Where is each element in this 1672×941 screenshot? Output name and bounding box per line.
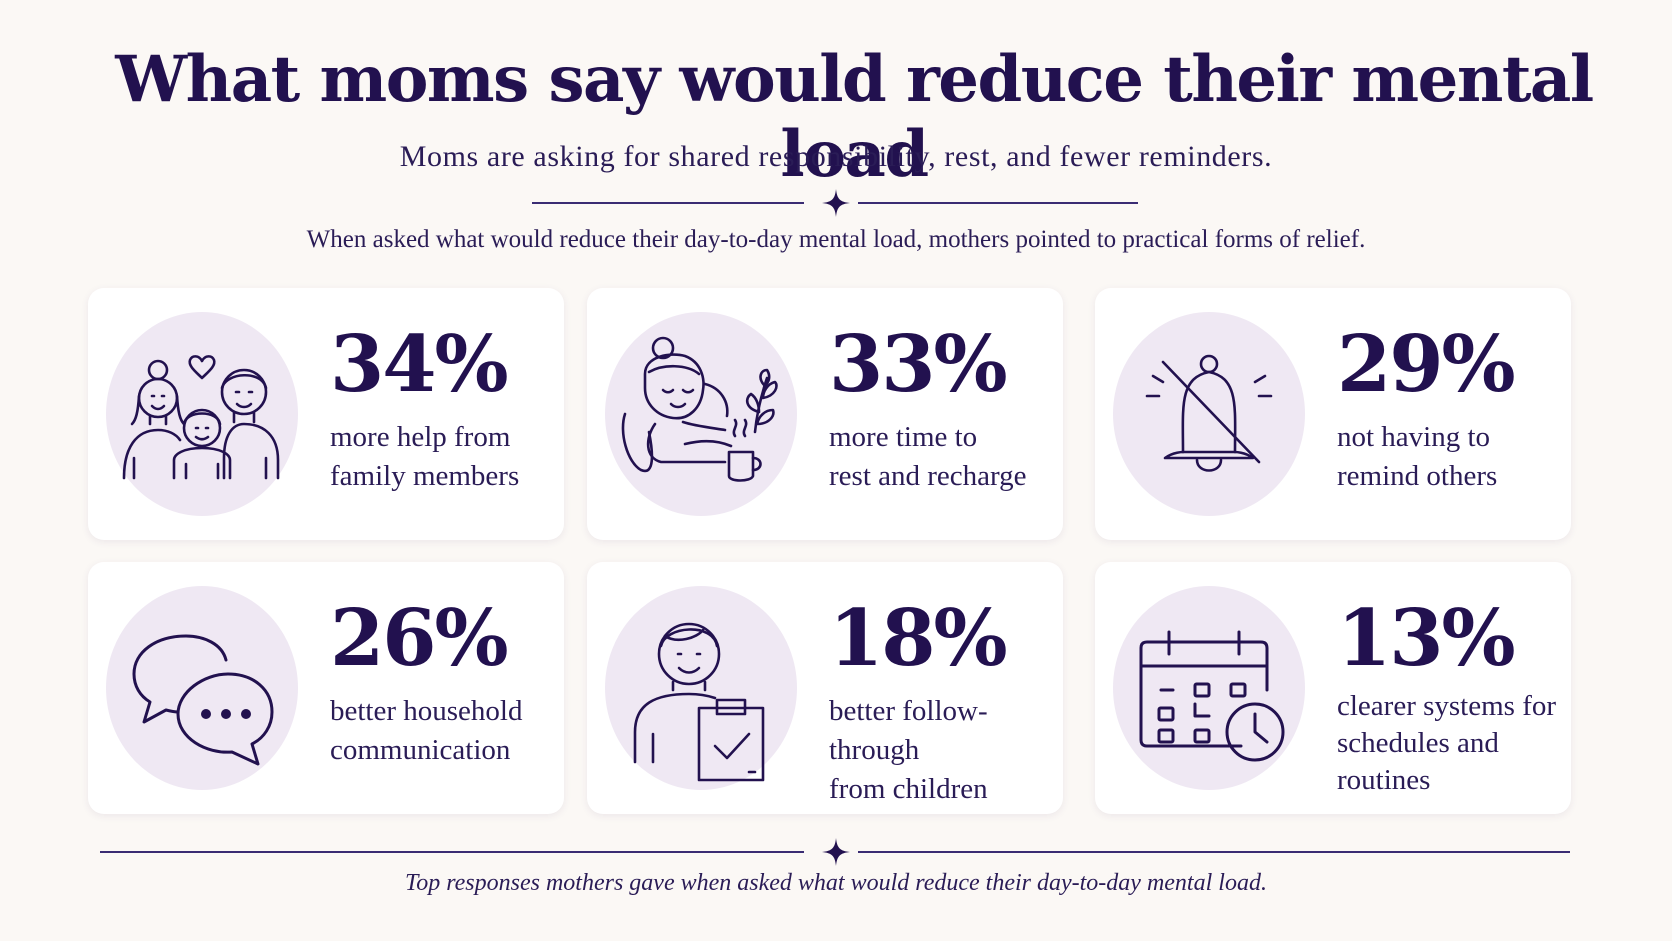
stat-label: clearer systems for schedules and routin… xyxy=(1337,690,1557,796)
stat-card-follow-through: 18% better follow-through from children xyxy=(587,562,1063,814)
stat-percent: 26% xyxy=(330,593,509,684)
page-title: What moms say would reduce their mental … xyxy=(115,42,1594,192)
stat-percent: 34% xyxy=(330,319,509,410)
top-sparkle-icon xyxy=(822,189,850,217)
stat-card-communication: 26% better household communication xyxy=(88,562,564,814)
intro-text: When asked what would reduce their day-t… xyxy=(306,226,1366,253)
stat-percent: 29% xyxy=(1337,319,1516,410)
top-divider-right xyxy=(858,202,1138,204)
stat-label: better household communication xyxy=(330,695,523,766)
speech-bubbles-icon xyxy=(106,586,298,790)
top-divider-left xyxy=(532,202,804,204)
stat-label: more time to rest and recharge xyxy=(829,421,1027,492)
bottom-sparkle-icon xyxy=(822,838,850,866)
stat-label: more help from family members xyxy=(330,421,520,492)
resting-woman-icon xyxy=(605,312,797,516)
stat-percent: 18% xyxy=(829,593,1008,684)
stat-label: better follow-through from children xyxy=(829,695,988,805)
stat-card-reminders: 29% not having to remind others xyxy=(1095,288,1571,540)
bottom-divider-right xyxy=(858,851,1570,853)
stat-card-rest: 33% more time to rest and recharge xyxy=(587,288,1063,540)
bottom-divider-left xyxy=(100,851,804,853)
muted-bell-icon xyxy=(1113,312,1305,516)
stat-card-systems: 13% clearer systems for schedules and ro… xyxy=(1095,562,1571,814)
family-icon xyxy=(106,312,298,516)
calendar-clock-icon xyxy=(1113,586,1305,790)
stat-percent: 33% xyxy=(829,319,1008,410)
stat-label: not having to remind others xyxy=(1337,421,1498,492)
stat-percent: 13% xyxy=(1337,593,1516,684)
stat-card-family-help: 34% more help from family members xyxy=(88,288,564,540)
page-subtitle: Moms are asking for shared responsibilit… xyxy=(399,140,1273,173)
footnote: Top responses mothers gave when asked wh… xyxy=(405,870,1267,896)
child-checklist-icon xyxy=(605,586,797,790)
